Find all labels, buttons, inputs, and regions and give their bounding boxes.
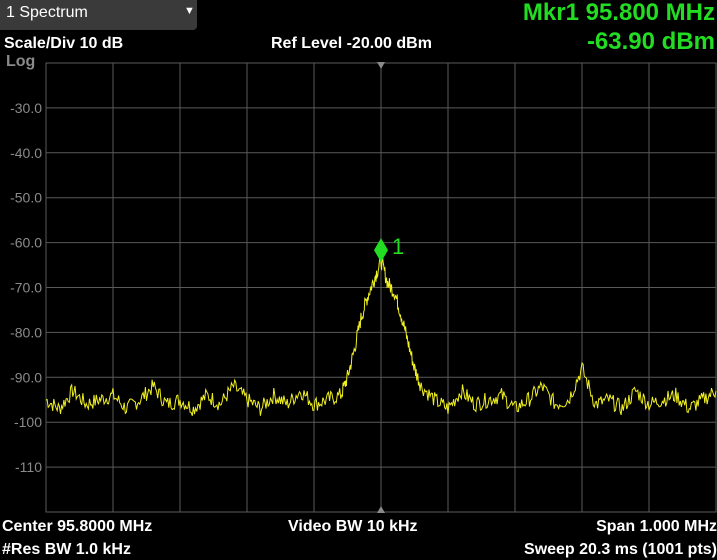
y-tick-label: -60.0 (10, 235, 42, 251)
y-tick-label: -100 (14, 414, 42, 430)
marker-id-label: 1 (392, 234, 404, 259)
center-frequency-label: Center 95.8000 MHz (2, 518, 153, 535)
window-tab-label: 1 Spectrum (6, 4, 88, 21)
sweep-label: Sweep 20.3 ms (1001 pts) (524, 541, 717, 558)
marker-frequency-readout: Mkr1 95.800 MHz (522, 0, 715, 26)
scale-div-label: Scale/Div 10 dB (4, 35, 124, 52)
y-tick-label: -50.0 (10, 190, 42, 206)
y-tick-label: -90.0 (10, 369, 42, 385)
y-tick-label: -40.0 (10, 145, 42, 161)
trace-line (45, 255, 717, 416)
y-tick-label: -80.0 (10, 324, 42, 340)
dropdown-arrow-icon[interactable]: ▼ (184, 5, 195, 17)
window-tab[interactable]: 1 Spectrum ▼ (0, 0, 197, 30)
center-bottom-indicator-icon (377, 506, 385, 513)
y-tick-label: -70.0 (10, 280, 42, 296)
y-tick-label: -110 (15, 459, 42, 475)
center-top-indicator-icon (377, 62, 385, 69)
res-bw-label: #Res BW 1.0 kHz (2, 541, 131, 558)
marker-amplitude-readout: -63.90 dBm (586, 28, 715, 55)
y-tick-label: -30.0 (10, 100, 42, 116)
scale-type-label: Log (6, 53, 36, 70)
marker-diamond-icon (374, 238, 388, 263)
span-label: Span 1.000 MHz (596, 518, 717, 535)
ref-level-label: Ref Level -20.00 dBm (271, 35, 432, 52)
video-bw-label: Video BW 10 kHz (288, 518, 418, 535)
